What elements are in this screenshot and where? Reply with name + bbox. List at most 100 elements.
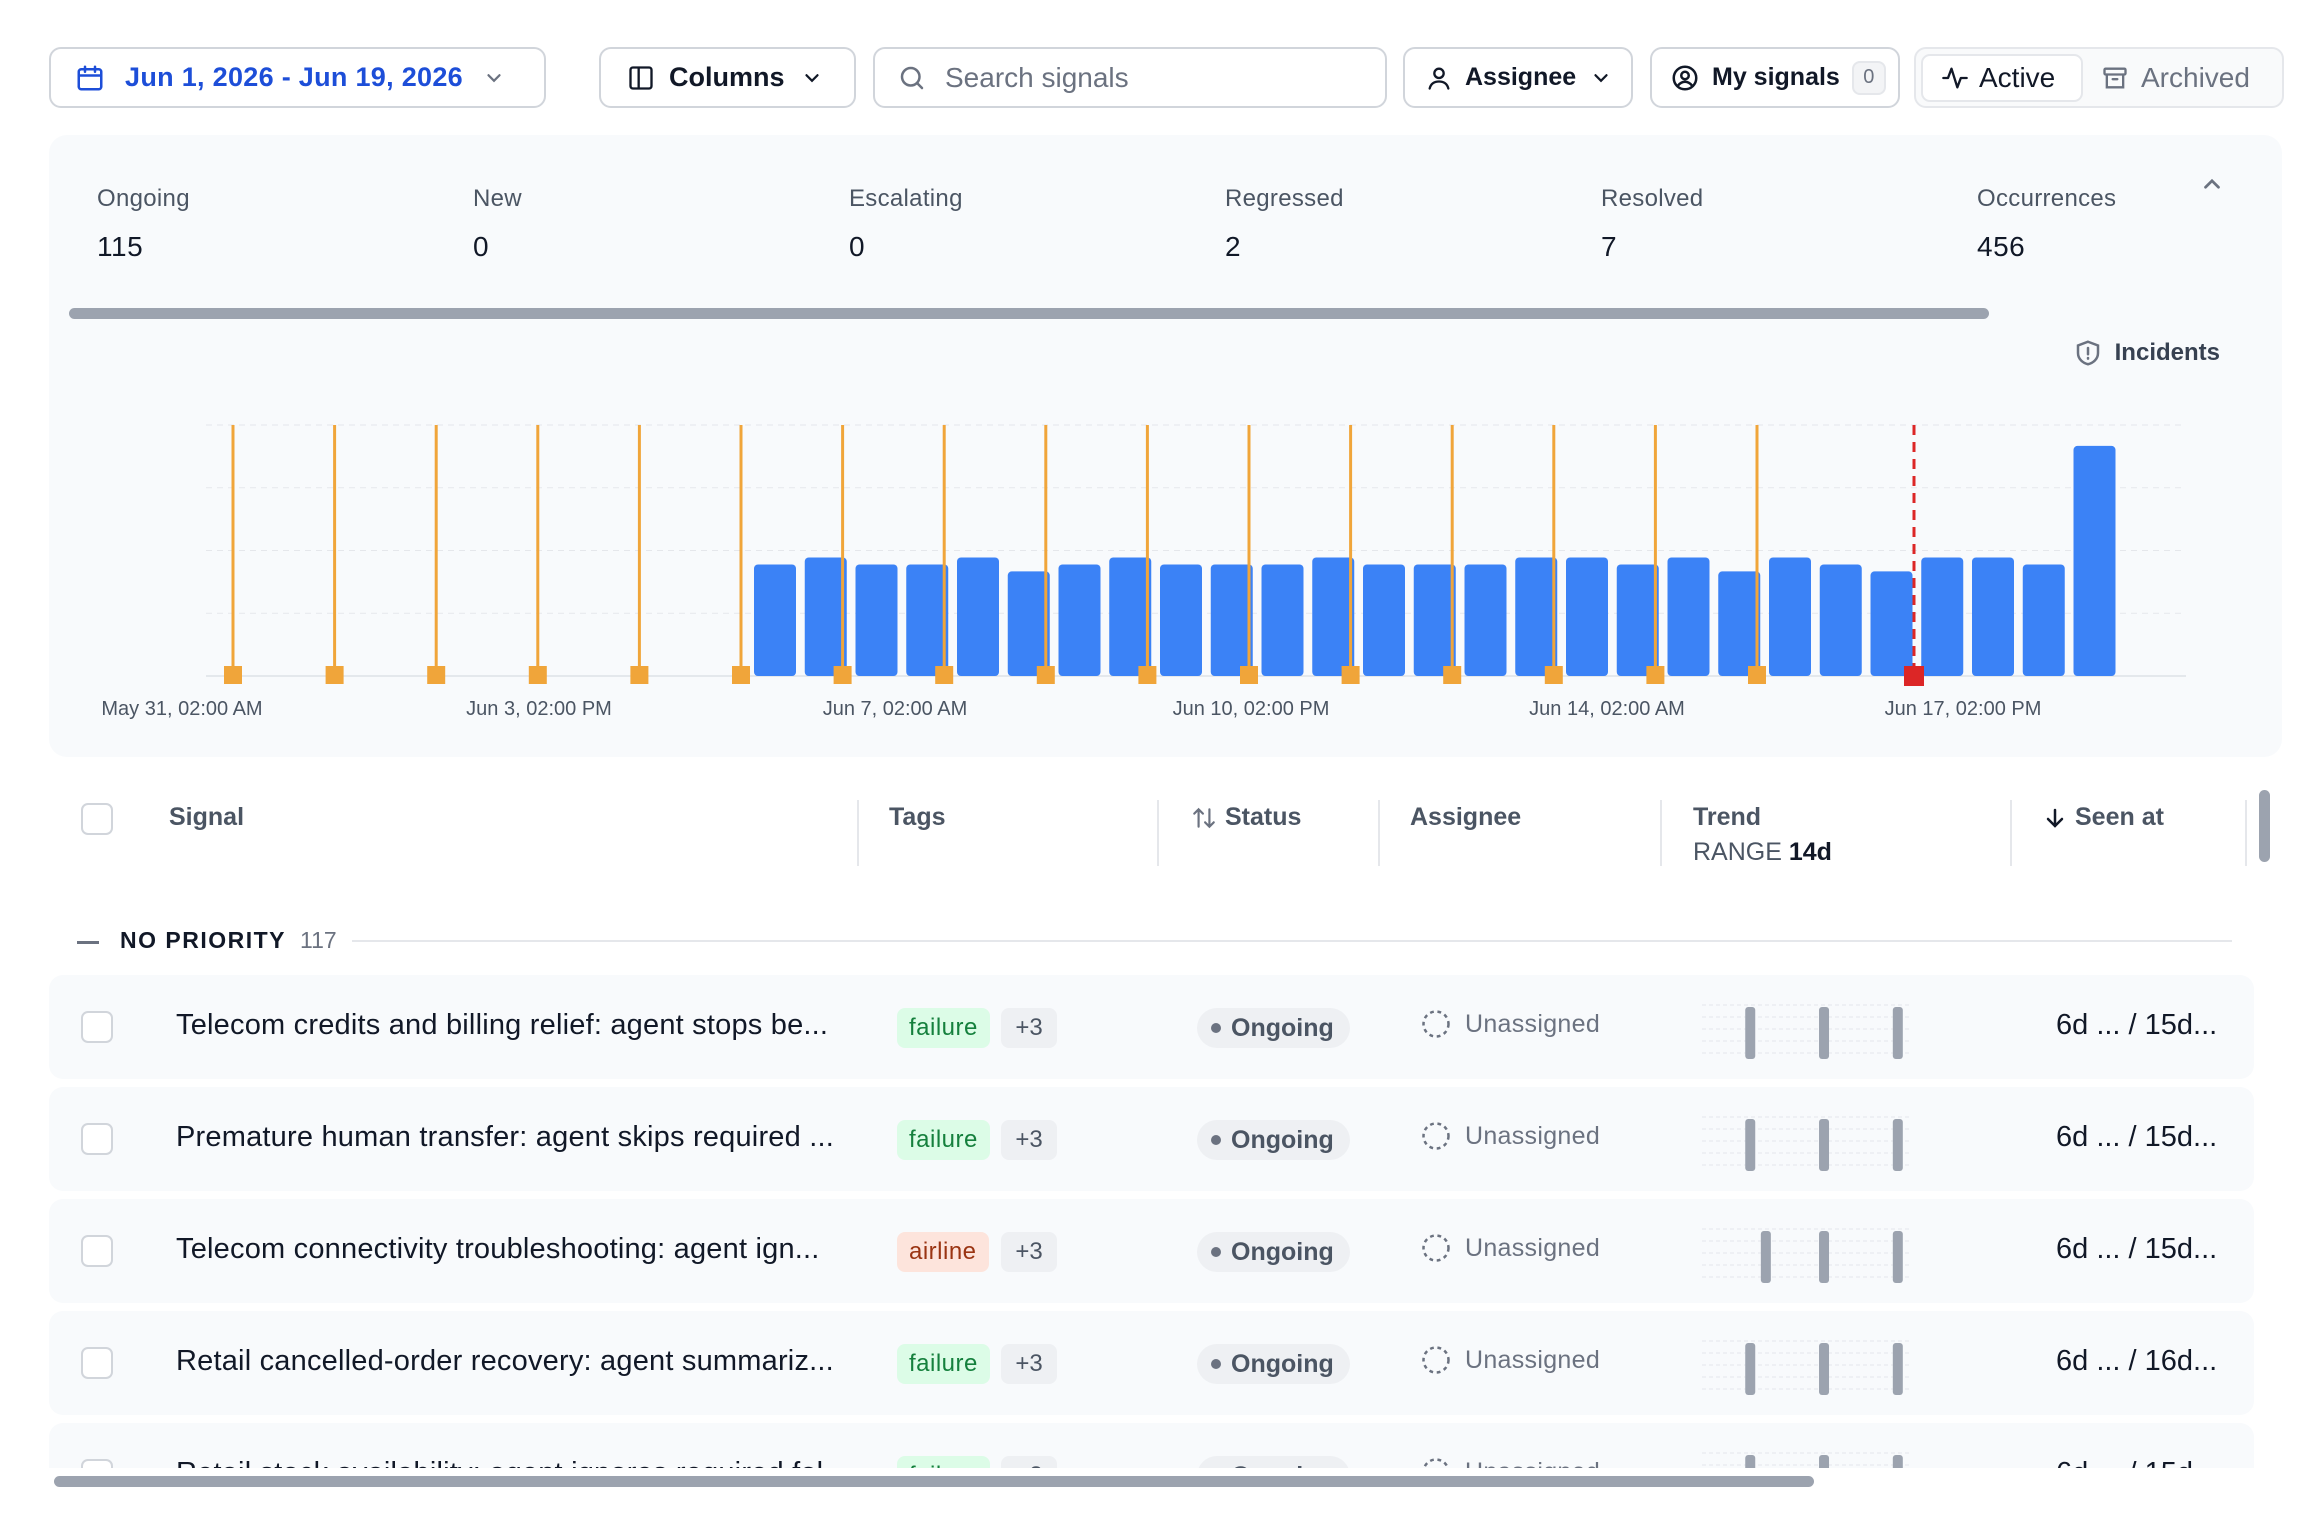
assignee-cell[interactable]: Unassigned xyxy=(1421,1457,1600,1468)
incidents-label: Incidents xyxy=(2114,339,2220,366)
my-signals-count-badge: 0 xyxy=(1851,60,1886,95)
status-badge[interactable]: Ongoing xyxy=(1197,1008,1350,1048)
column-divider[interactable] xyxy=(1660,800,1662,866)
chart-bar xyxy=(1413,564,1456,676)
incident-marker xyxy=(1646,666,1665,684)
header-trend[interactable]: Trend RANGE 14d xyxy=(1693,803,1832,867)
signal-title[interactable]: Retail cancelled-order recovery: agent s… xyxy=(176,1345,834,1377)
column-divider[interactable] xyxy=(1157,800,1159,866)
header-assignee[interactable]: Assignee xyxy=(1410,803,1522,831)
header-seen-at-label: Seen at xyxy=(2075,803,2164,831)
my-signals-button[interactable]: My signals 0 xyxy=(1650,47,1900,108)
chart-bar xyxy=(1769,557,1811,676)
status-badge[interactable]: Ongoing xyxy=(1197,1232,1350,1272)
assignee-cell[interactable]: Unassigned xyxy=(1421,1345,1600,1375)
signal-title[interactable]: Telecom connectivity troubleshooting: ag… xyxy=(176,1233,820,1265)
tag-badge[interactable]: failure xyxy=(897,1456,990,1468)
assignee-cell[interactable]: Unassigned xyxy=(1421,1009,1600,1039)
stat-ongoing[interactable]: Ongoing 115 xyxy=(97,185,190,263)
stat-value: 0 xyxy=(849,231,866,262)
table-row[interactable]: Telecom connectivity troubleshooting: ag… xyxy=(49,1199,2254,1303)
stat-regressed[interactable]: Regressed 2 xyxy=(1225,185,1344,263)
stat-resolved[interactable]: Resolved 7 xyxy=(1601,185,1703,263)
row-checkbox[interactable] xyxy=(81,1459,113,1468)
trend-bar xyxy=(1819,1119,1830,1171)
row-checkbox[interactable] xyxy=(81,1235,113,1267)
trend-sparkline xyxy=(1702,1116,1912,1171)
column-divider[interactable] xyxy=(1378,800,1380,866)
header-tags[interactable]: Tags xyxy=(889,803,946,831)
user-circle-icon xyxy=(1672,65,1698,90)
table-row[interactable]: Premature human transfer: agent skips re… xyxy=(49,1087,2254,1191)
assignee-cell[interactable]: Unassigned xyxy=(1421,1121,1600,1151)
group-count: 117 xyxy=(300,927,337,953)
chevron-down-icon xyxy=(1594,73,1608,82)
stat-escalating[interactable]: Escalating 0 xyxy=(849,185,963,263)
more-tags-badge[interactable]: +3 xyxy=(1001,1456,1057,1468)
column-divider[interactable] xyxy=(2245,800,2247,866)
archived-tab[interactable]: Archived xyxy=(2101,54,2250,102)
status-dot-icon xyxy=(1211,1359,1221,1369)
column-divider[interactable] xyxy=(2010,800,2012,866)
tag-badge[interactable]: failure xyxy=(897,1008,990,1048)
table-row[interactable]: Telecom credits and billing relief: agen… xyxy=(49,975,2254,1079)
row-checkbox[interactable] xyxy=(81,1123,113,1155)
select-all-checkbox[interactable] xyxy=(81,803,113,835)
columns-button[interactable]: Columns xyxy=(599,47,856,108)
more-tags-badge[interactable]: +3 xyxy=(1001,1008,1057,1048)
stat-new[interactable]: New 0 xyxy=(473,185,522,263)
search-input[interactable]: Search signals xyxy=(873,47,1387,108)
row-checkbox[interactable] xyxy=(81,1011,113,1043)
signal-title[interactable]: Retail stock availability: agent ignores… xyxy=(176,1457,848,1468)
assignee-label: Unassigned xyxy=(1465,1458,1600,1469)
incident-marker xyxy=(935,666,954,684)
tag-badge[interactable]: airline xyxy=(897,1232,989,1272)
trend-bar xyxy=(1819,1455,1830,1468)
table-row[interactable]: Retail stock availability: agent ignores… xyxy=(49,1423,2254,1468)
more-tags-badge[interactable]: +3 xyxy=(1001,1344,1057,1384)
chevron-down-icon xyxy=(804,73,819,82)
chart-bar xyxy=(855,564,898,676)
x-tick-label: Jun 7, 02:00 AM xyxy=(823,698,968,720)
status-dot-icon xyxy=(1211,1023,1221,1033)
chevron-up-icon[interactable] xyxy=(2199,171,2225,197)
tag-badge[interactable]: failure xyxy=(897,1344,990,1384)
status-badge[interactable]: Ongoing xyxy=(1197,1120,1350,1160)
incident-marker xyxy=(427,666,446,684)
status-badge[interactable]: Ongoing xyxy=(1197,1456,1350,1468)
vertical-scrollbar[interactable] xyxy=(2259,790,2270,862)
stat-label: Occurrences xyxy=(1977,185,2117,212)
chart-bar xyxy=(906,564,949,676)
signal-title[interactable]: Premature human transfer: agent skips re… xyxy=(176,1121,834,1153)
tag-badge[interactable]: failure xyxy=(897,1120,990,1160)
chevron-down-icon xyxy=(487,73,501,82)
horizontal-scrollbar[interactable] xyxy=(54,1476,1814,1487)
assignee-cell[interactable]: Unassigned xyxy=(1421,1233,1600,1263)
column-divider[interactable] xyxy=(857,800,859,866)
shield-icon xyxy=(2076,340,2099,366)
trend-bar xyxy=(1760,1231,1771,1283)
header-status[interactable]: Status xyxy=(1191,803,1301,832)
stat-occurrences[interactable]: Occurrences 456 xyxy=(1977,185,2116,263)
date-range-picker[interactable]: Jun 1, 2026 - Jun 19, 2026 xyxy=(49,47,546,108)
chart-bar xyxy=(1160,564,1202,676)
signal-title[interactable]: Telecom credits and billing relief: agen… xyxy=(176,1009,829,1041)
status-badge[interactable]: Ongoing xyxy=(1197,1344,1350,1384)
assignee-filter-button[interactable]: Assignee xyxy=(1403,47,1633,108)
incidents-toggle[interactable]: Incidents xyxy=(2073,338,2220,368)
user-icon xyxy=(1428,67,1450,90)
incident-marker xyxy=(224,666,242,684)
row-checkbox[interactable] xyxy=(81,1347,113,1379)
active-tab[interactable]: Active xyxy=(1921,54,2083,102)
more-tags-badge[interactable]: +3 xyxy=(1001,1232,1057,1272)
incident-marker xyxy=(732,666,750,684)
header-seen-at[interactable]: Seen at xyxy=(2043,803,2164,832)
stats-scrollbar[interactable] xyxy=(69,308,1989,319)
more-tags-badge[interactable]: +3 xyxy=(1001,1120,1057,1160)
collapse-group-icon[interactable] xyxy=(77,941,99,944)
table-row[interactable]: Retail cancelled-order recovery: agent s… xyxy=(49,1311,2254,1415)
header-signal[interactable]: Signal xyxy=(169,803,245,831)
status-dot-icon xyxy=(1211,1135,1221,1145)
group-divider xyxy=(352,940,2232,942)
group-title: NO PRIORITY xyxy=(120,927,287,953)
